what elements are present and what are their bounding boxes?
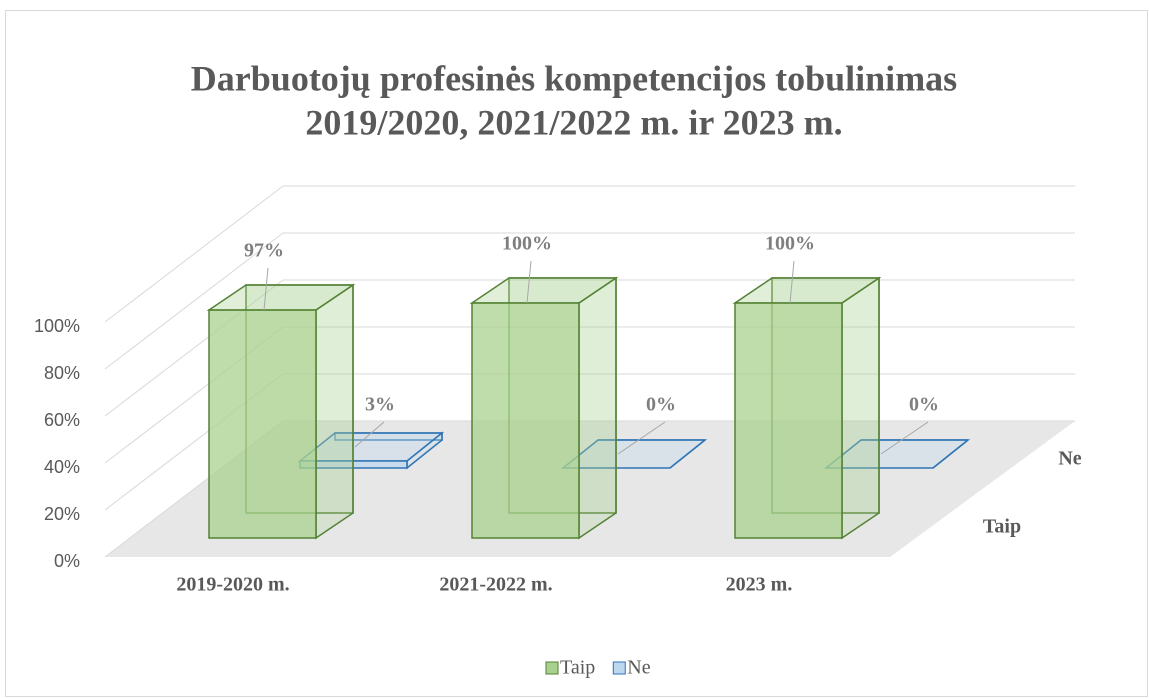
data-label: 3%: [365, 394, 395, 416]
bar-top: [560, 439, 708, 469]
data-label: 0%: [909, 394, 939, 416]
y-tick-label: 60%: [44, 410, 80, 430]
data-label: 100%: [502, 233, 552, 255]
legend-swatch: [545, 661, 559, 675]
leader-line: [526, 260, 532, 304]
bar: [734, 302, 843, 539]
leader-line: [880, 421, 929, 455]
bar: [208, 309, 317, 539]
y-tick-label: 40%: [44, 457, 80, 477]
bar-side: [841, 276, 880, 540]
legend-swatch: [612, 661, 626, 675]
depth-label: Ne: [1058, 448, 1081, 470]
bar-top: [823, 439, 971, 469]
data-label: 100%: [765, 233, 815, 255]
depth-label: Taip: [983, 516, 1021, 538]
x-tick-label: 2023 m.: [726, 574, 793, 596]
y-tick-label: 80%: [44, 363, 80, 383]
x-tick-label: 2021-2022 m.: [439, 574, 552, 596]
legend-label: Ne: [627, 657, 650, 679]
x-tick-label: 2019-2020 m.: [176, 574, 289, 596]
y-tick-label: 100%: [34, 316, 80, 336]
bar-side: [578, 276, 617, 540]
data-label: 0%: [646, 394, 676, 416]
grid-line: [104, 279, 284, 417]
leader-line: [617, 421, 666, 455]
chart-title: Darbuotojų profesinės kompetencijos tobu…: [191, 58, 957, 98]
leader-line: [354, 421, 385, 448]
y-tick-label: 0%: [54, 551, 80, 571]
data-label: 97%: [244, 240, 284, 262]
grid-line: [104, 232, 284, 370]
bar-side: [315, 283, 354, 540]
legend-label: Taip: [560, 657, 595, 679]
chart-title: 2019/2020, 2021/2022 m. ir 2023 m.: [305, 102, 842, 142]
leader-line: [789, 260, 795, 304]
grid-line: [104, 185, 284, 323]
y-tick-label: 20%: [44, 504, 80, 524]
bar: [471, 302, 580, 539]
leader-line: [263, 268, 269, 311]
